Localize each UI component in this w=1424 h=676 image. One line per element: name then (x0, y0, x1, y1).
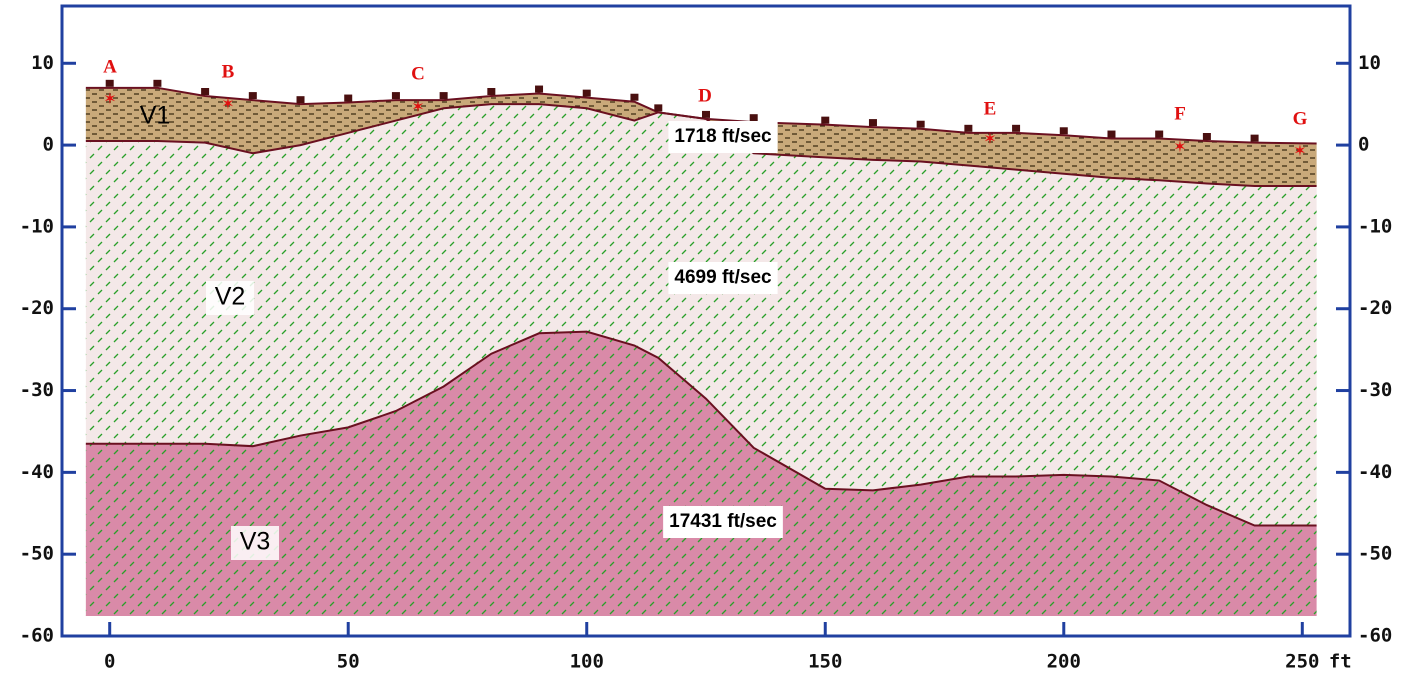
shot-marker: ✶ (411, 99, 424, 116)
y2-tick-label: 0 (1358, 134, 1369, 156)
y2-tick-label: -40 (1358, 461, 1392, 483)
y-tick-label: -30 (20, 379, 54, 401)
x-unit: ft (1329, 651, 1352, 673)
x-tick-label: 200 (1047, 651, 1081, 673)
shot-label: E (984, 98, 997, 119)
y2-tick-label: -60 (1358, 625, 1392, 647)
y2-tick-label: -50 (1358, 543, 1392, 565)
x-tick-label: 150 (808, 651, 842, 673)
layer-label: V2 (215, 283, 246, 311)
geophone (1060, 127, 1068, 134)
x-tick-label: 0 (104, 651, 115, 673)
geophone (583, 90, 591, 97)
geophone (153, 80, 161, 87)
y-tick-label: -60 (20, 625, 54, 647)
velocity-label: 1718 ft/sec (674, 126, 772, 147)
y-tick-label: -20 (20, 297, 54, 319)
geophone (821, 117, 829, 124)
geophone (106, 80, 114, 87)
y2-tick-label: 10 (1358, 52, 1381, 74)
geophone (535, 86, 543, 93)
layer-label: V3 (240, 528, 271, 556)
x-tick-label: 50 (337, 651, 360, 673)
geophone (392, 92, 400, 99)
y-tick-label: -10 (20, 215, 54, 237)
y2-tick-label: -30 (1358, 379, 1392, 401)
geophone (201, 88, 209, 95)
geophone (1155, 131, 1163, 138)
geophone (1107, 131, 1115, 138)
geophone (344, 95, 352, 102)
shot-label: G (1293, 108, 1308, 129)
layer-label: V1 (140, 102, 171, 130)
geophone (869, 119, 877, 126)
shot-marker: ✶ (983, 131, 996, 148)
geophone (249, 92, 257, 99)
geophone (1012, 125, 1020, 132)
y-tick-label: 10 (31, 52, 54, 74)
shot-marker: ✶ (1293, 143, 1306, 160)
geophone (917, 121, 925, 128)
geophone (702, 111, 710, 118)
geophone (1203, 133, 1211, 140)
shot-marker: ✶ (1173, 139, 1186, 156)
velocity-label: 17431 ft/sec (669, 511, 777, 532)
shot-label: F (1174, 103, 1186, 124)
geophone (750, 114, 758, 121)
shot-label: C (411, 63, 425, 84)
y-tick-label: -40 (20, 461, 54, 483)
geophone (487, 88, 495, 95)
y2-tick-label: -20 (1358, 297, 1392, 319)
shot-label: D (698, 85, 712, 106)
geophone (654, 104, 662, 111)
geophone (630, 94, 638, 101)
geophone (440, 92, 448, 99)
shot-label: B (222, 61, 235, 82)
shot-marker: ✶ (103, 91, 116, 108)
velocity-label: 4699 ft/sec (674, 267, 772, 288)
shot-label: A (103, 56, 117, 77)
geophone (964, 125, 972, 132)
page: {"chart_data": { "type": "section", "x":… (0, 0, 1424, 676)
y-tick-label: 0 (43, 134, 54, 156)
geophone (297, 96, 305, 103)
y2-tick-label: -10 (1358, 215, 1392, 237)
x-tick-label: 250 (1285, 651, 1319, 673)
x-tick-label: 100 (570, 651, 604, 673)
y-tick-label: -50 (20, 543, 54, 565)
chart: A ✶ B ✶ C ✶ D E ✶ F ✶ G ✶ V1 1718 ft/sec V2 4699 ft/sec V… (0, 0, 1424, 676)
geophone (1251, 135, 1259, 142)
shot-marker: ✶ (221, 96, 234, 113)
